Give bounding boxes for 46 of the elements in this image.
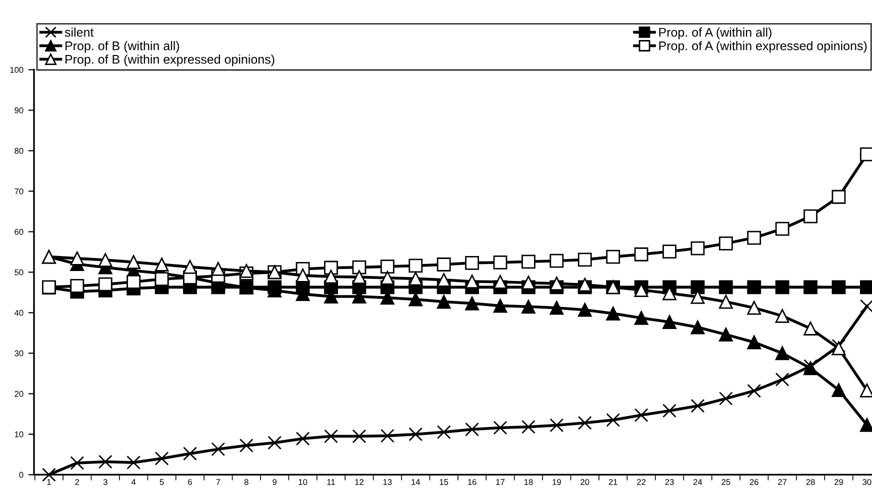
y-tick-label: 40 [14, 310, 24, 316]
x-tick-label: 25 [722, 479, 730, 485]
x-tick-label: 9 [272, 479, 277, 485]
x-tick-label: 11 [327, 479, 335, 485]
x-tick-label: 6 [188, 479, 192, 485]
x-tick-label: 4 [131, 479, 136, 485]
x-tick-label: 28 [806, 479, 815, 485]
legend-label: silent [64, 28, 94, 37]
legend-label: Prop. of B (within all) [66, 41, 180, 53]
x-tick-label: 16 [468, 479, 476, 485]
x-tick-label: 10 [298, 479, 308, 485]
x-tick-label: 8 [244, 479, 248, 485]
y-tick-label: 0 [19, 472, 24, 478]
legend-label: Prop. of A (within expressed opinions) [659, 41, 867, 53]
x-tick-label: 18 [524, 479, 533, 485]
y-tick-label: 30 [14, 350, 24, 356]
x-tick-label: 14 [412, 479, 420, 485]
x-tick-label: 30 [862, 479, 872, 485]
x-tick-label: 26 [750, 479, 758, 485]
y-tick-label: 80 [14, 148, 24, 154]
y-tick-label: 50 [14, 269, 24, 276]
x-tick-label: 21 [608, 479, 618, 485]
x-tick-label: 2 [75, 479, 80, 485]
x-tick-label: 29 [834, 479, 843, 485]
x-tick-label: 24 [693, 479, 702, 485]
y-tick-label: 60 [14, 228, 24, 235]
x-tick-label: 12 [355, 479, 364, 485]
x-tick-label: 7 [216, 479, 220, 485]
x-tick-label: 17 [496, 479, 504, 485]
x-tick-label: 1 [47, 479, 51, 485]
x-tick-label: 15 [440, 479, 448, 485]
y-tick-label: 20 [14, 390, 24, 397]
legend-label: Prop. of A (within all) [659, 28, 772, 40]
y-tick-label: 10 [14, 431, 24, 438]
x-tick-label: 5 [160, 479, 164, 485]
x-tick-label: 22 [637, 479, 646, 485]
legend-label: Prop. of B (within expressed opinions) [66, 54, 274, 66]
x-tick-label: 20 [580, 479, 590, 485]
x-tick-label: 3 [103, 479, 108, 485]
x-tick-label: 13 [383, 479, 392, 485]
x-tick-label: 27 [778, 479, 787, 485]
y-tick-label: 100 [10, 66, 24, 73]
y-tick-label: 90 [14, 107, 24, 114]
y-tick-label: 70 [14, 188, 24, 194]
x-tick-label: 23 [665, 479, 674, 485]
x-tick-label: 19 [552, 479, 561, 485]
